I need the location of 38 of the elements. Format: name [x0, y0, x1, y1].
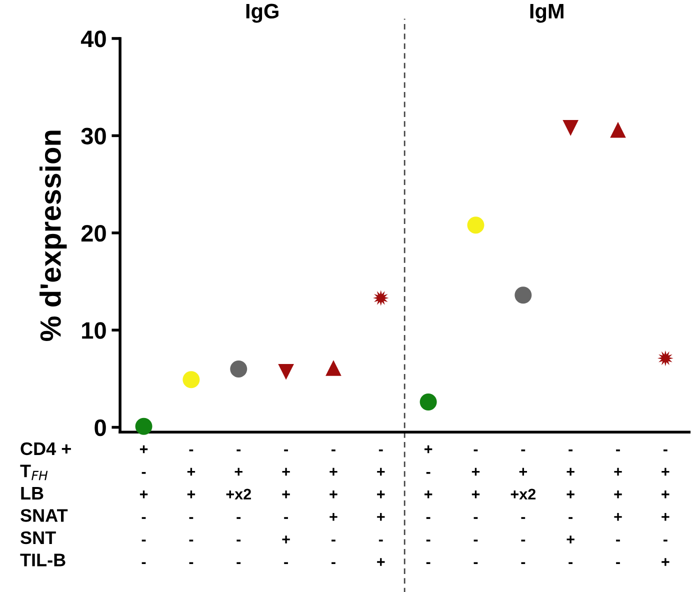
- category-label: - + + + - +: [662, 449, 670, 566]
- category-label: - + + - - -: [472, 449, 480, 564]
- y-tick-label: 30: [81, 128, 106, 145]
- point: [326, 360, 342, 376]
- text: LB: [21, 487, 44, 500]
- text: T$_{FH}$: [20, 464, 48, 480]
- point: [610, 122, 626, 138]
- text: SNAT: [20, 509, 68, 522]
- text: TIL-B: [20, 554, 66, 566]
- text: IgG: [246, 4, 278, 23]
- point: [230, 360, 248, 378]
- point: [372, 290, 389, 306]
- point: [278, 364, 294, 380]
- point: [467, 216, 484, 234]
- y-tick-label: 0: [94, 419, 106, 436]
- point: [420, 394, 437, 411]
- y-axis-title: % d'expression: [40, 130, 67, 341]
- category-label: - + +x2 - - -: [226, 449, 251, 564]
- category-label: + - + - - -: [140, 445, 148, 564]
- y-tick-label: 40: [80, 30, 106, 48]
- category-label: - + +x2 - - -: [510, 449, 536, 564]
- category-label: - + + + - -: [330, 449, 338, 564]
- point: [658, 350, 674, 366]
- category-label: - + + - + -: [282, 449, 290, 564]
- y-tick-label: 10: [82, 322, 106, 339]
- category-label: - + + - + -: [566, 449, 574, 564]
- category-label: + - + - - -: [424, 445, 432, 564]
- text: CD4 +: [20, 442, 71, 456]
- point: [514, 286, 532, 304]
- point: [562, 120, 578, 136]
- y-tick-label: 20: [81, 224, 106, 242]
- text: IgM: [530, 4, 564, 23]
- text: SNT: [20, 531, 56, 544]
- point: [135, 418, 152, 435]
- category-label: - + + + - +: [377, 449, 385, 566]
- point: [182, 371, 200, 388]
- category-label: - + + + - -: [614, 449, 622, 564]
- category-label: - + + - - -: [187, 449, 196, 564]
